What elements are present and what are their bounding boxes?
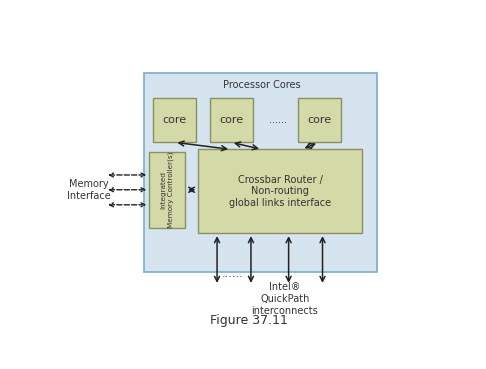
FancyBboxPatch shape <box>209 98 253 142</box>
Text: core: core <box>163 115 187 125</box>
Text: core: core <box>219 115 243 125</box>
FancyBboxPatch shape <box>153 98 196 142</box>
Text: core: core <box>308 115 332 125</box>
Text: Intel®
QuickPath
interconnects: Intel® QuickPath interconnects <box>251 282 318 315</box>
FancyBboxPatch shape <box>198 149 362 233</box>
Text: ......: ...... <box>221 269 243 279</box>
FancyBboxPatch shape <box>298 98 341 142</box>
Text: Memory
Interface: Memory Interface <box>67 179 111 201</box>
Text: Crossbar Router /
Non-routing
global links interface: Crossbar Router / Non-routing global lin… <box>229 175 331 208</box>
Text: Processor Cores: Processor Cores <box>224 80 301 90</box>
Text: Integrated
Memory Controller(s): Integrated Memory Controller(s) <box>160 152 174 228</box>
Text: Figure 37.11: Figure 37.11 <box>210 314 288 327</box>
Text: ......: ...... <box>269 115 287 125</box>
FancyBboxPatch shape <box>149 152 185 228</box>
FancyBboxPatch shape <box>144 73 377 272</box>
